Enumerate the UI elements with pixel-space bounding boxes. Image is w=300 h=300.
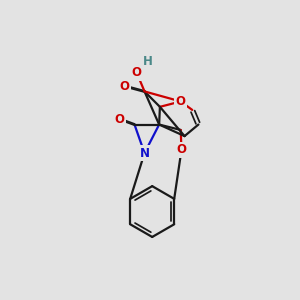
Text: N: N [140, 146, 149, 160]
Text: H: H [143, 55, 152, 68]
Text: O: O [119, 80, 130, 92]
Text: O: O [132, 67, 142, 80]
Text: O: O [176, 95, 186, 108]
Text: O: O [176, 143, 187, 157]
Text: O: O [115, 113, 125, 126]
